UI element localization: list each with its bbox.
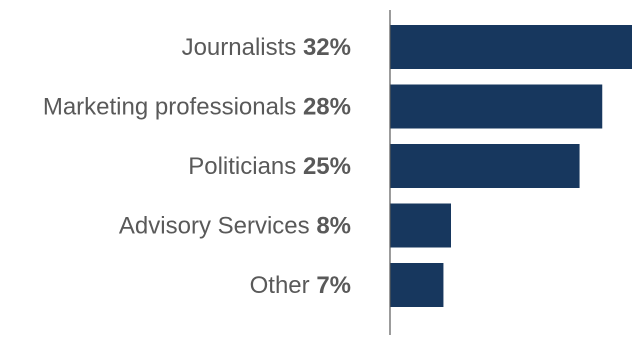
bar-politicians [390, 144, 580, 188]
bar-journalists [390, 25, 632, 69]
category-name: Marketing professionals [43, 93, 303, 120]
value-label: 7% [316, 272, 351, 299]
bars-group [390, 25, 632, 307]
category-label-advisory-services: Advisory Services 8% [119, 212, 351, 239]
value-label: 28% [303, 93, 351, 120]
value-label: 32% [303, 34, 351, 61]
category-label-politicians: Politicians 25% [188, 153, 351, 180]
category-name: Journalists [182, 34, 303, 61]
value-label: 25% [303, 153, 351, 180]
category-name: Advisory Services [119, 212, 316, 239]
value-label: 8% [316, 212, 351, 239]
category-label-journalists: Journalists 32% [182, 34, 351, 61]
category-label-other: Other 7% [250, 272, 351, 299]
bar-marketing-professionals [390, 84, 603, 129]
bar-other [390, 263, 444, 307]
bar-advisory-services [390, 203, 451, 248]
category-name: Politicians [188, 153, 303, 180]
category-name: Other [250, 272, 317, 299]
labels-group: Journalists 32% Marketing professionals 2… [43, 34, 351, 299]
category-label-marketing-professionals: Marketing professionals 28% [43, 93, 351, 120]
